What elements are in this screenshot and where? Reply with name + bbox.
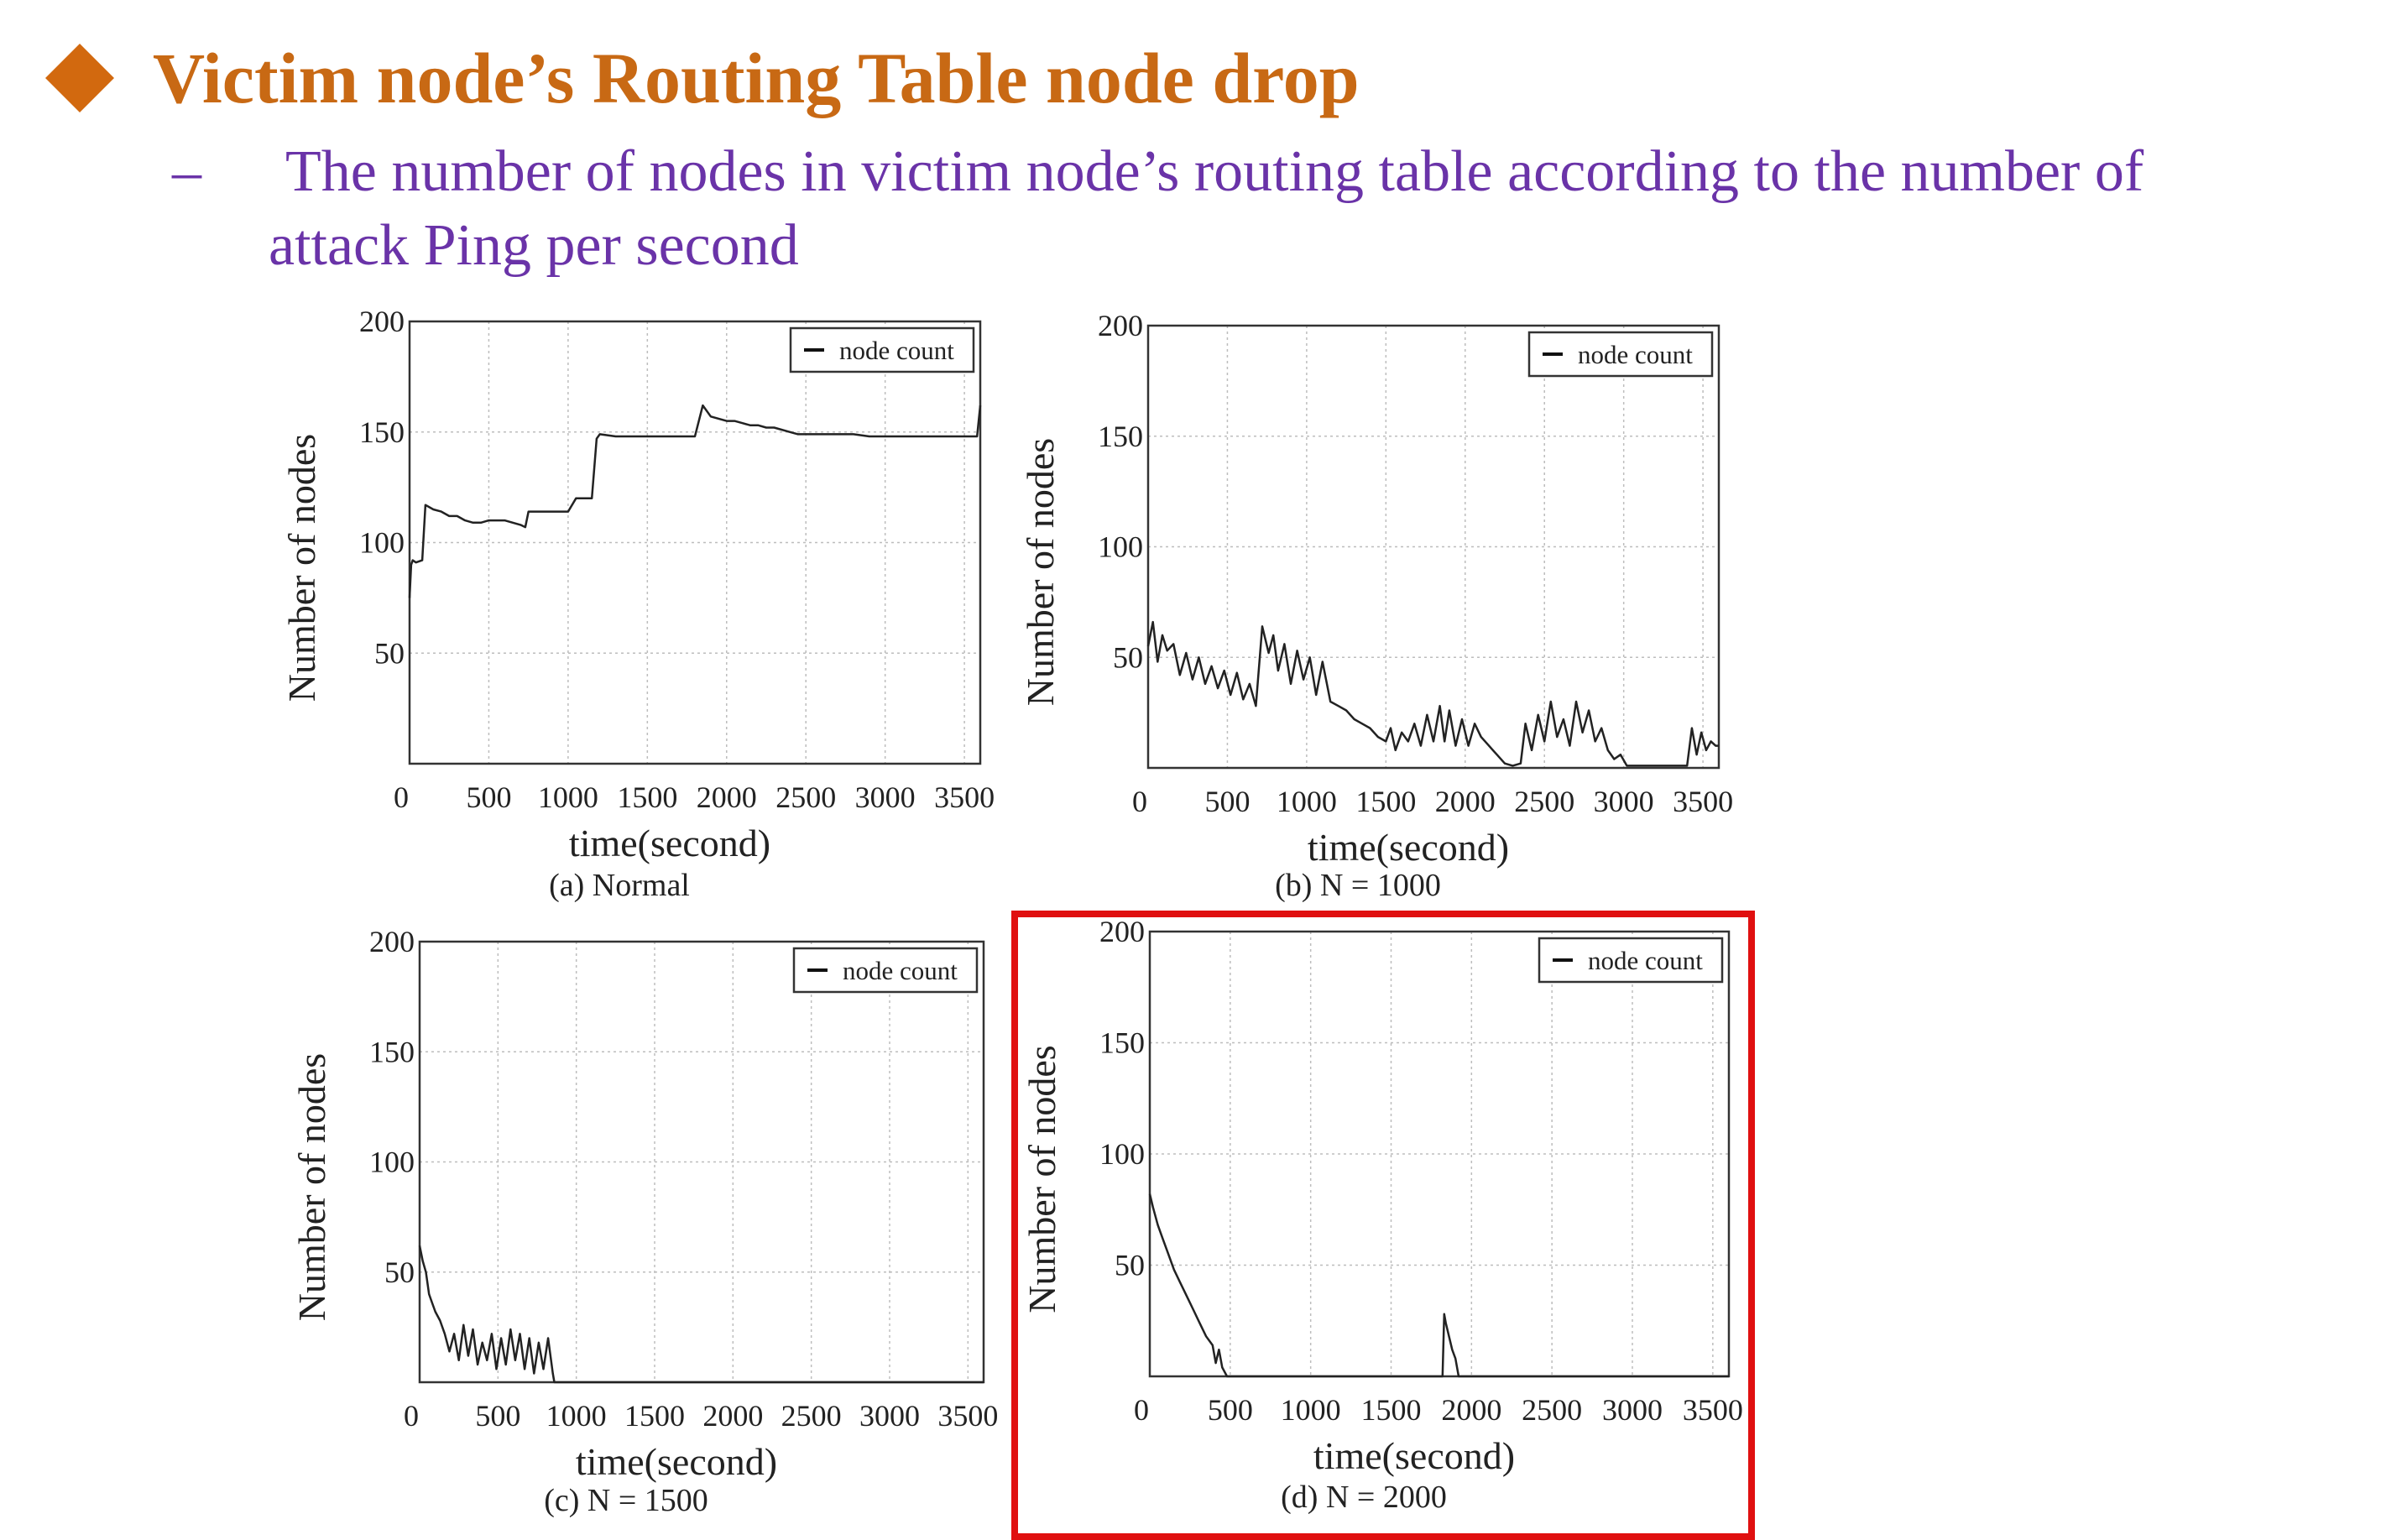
x-axis-label: time(second) [1308,826,1509,869]
subtitle-line-2: attack Ping per second [269,213,799,278]
chart-caption: (b) N = 1000 [1275,868,1441,903]
chart-2: 0 500 1000 1500 2000 2500 3000 3500 50 100 150 200 t… [1019,309,1733,903]
x-tick-label: 3000 [1594,785,1654,818]
x-tick-label: 2500 [781,1399,842,1433]
y-tick-label: 150 [1099,1026,1145,1060]
plot-frame [408,320,982,765]
x-tick-label: 1500 [1361,1393,1422,1427]
y-tick-label: 150 [359,415,405,449]
x-tick-label: 1500 [1355,785,1416,818]
x-tick-label: 3500 [934,780,995,814]
x-tick-label: 1000 [546,1399,607,1433]
x-tick-label: 2000 [697,780,757,814]
y-tick-label: 50 [1115,1249,1145,1282]
highlight-box [1011,911,1755,1540]
subtitle-line-1: The number of nodes in victim node’s rou… [285,139,2144,204]
legend-label: node count [1578,340,1693,369]
y-tick-label: 100 [1099,1137,1145,1171]
chart-caption: (a) Normal [549,868,690,903]
y-tick-label: 200 [369,925,415,958]
series-line [1146,620,1719,767]
series-line [418,1245,984,1384]
x-tick-label: 3500 [1683,1393,1743,1427]
y-tick-label: 200 [1098,309,1143,342]
x-tick-label: 500 [1208,1393,1253,1427]
x-tick-label: 3500 [937,1399,998,1433]
y-axis-label: Number of nodes [280,434,323,702]
x-tick-label: 3000 [855,780,916,814]
x-tick-label: 2000 [1435,785,1496,818]
legend-label: node count [843,956,958,985]
x-axis-label: time(second) [569,822,770,864]
y-tick-label: 50 [374,636,405,670]
x-tick-label: 500 [466,780,511,814]
y-axis-label: Number of nodes [1021,1045,1063,1313]
x-tick-label: 2500 [775,780,836,814]
y-tick-label: 150 [1098,420,1143,453]
y-tick-label: 150 [369,1035,415,1068]
x-axis-label: time(second) [576,1440,777,1483]
x-tick-label: 1000 [1277,785,1337,818]
y-tick-label: 200 [359,305,405,338]
x-axis-label: time(second) [1313,1434,1515,1477]
x-tick-label: 2000 [1441,1393,1501,1427]
series-line [408,404,982,598]
chart-caption: (c) N = 1500 [544,1483,708,1518]
chart-4: 0 500 1000 1500 2000 2500 3000 3500 50 100 150 200 t… [1021,915,1743,1515]
y-tick-label: 100 [359,526,405,560]
legend-label: node count [1588,946,1703,975]
x-tick-label: 0 [1134,1393,1149,1427]
bullet-dash: – [172,139,201,204]
x-tick-label: 500 [475,1399,520,1433]
x-tick-label: 0 [404,1399,419,1433]
plot-frame [1146,324,1720,770]
y-axis-label: Number of nodes [290,1053,333,1321]
chart-3: 0 500 1000 1500 2000 2500 3000 3500 50 100 150 200 t… [290,925,998,1518]
legend-label: node count [839,336,954,365]
series-line [1148,1193,1729,1378]
x-tick-label: 1500 [617,780,677,814]
x-tick-label: 0 [1132,785,1147,818]
chart-caption: (d) N = 2000 [1281,1480,1447,1515]
title-text: Victim node’s Routing Table node drop [153,38,1360,118]
chart-1: 0 500 1000 1500 2000 2500 3000 3500 50 100 150 200 t… [280,305,995,903]
x-tick-label: 1500 [624,1399,685,1433]
y-tick-label: 50 [1113,640,1143,674]
x-tick-label: 0 [394,780,409,814]
x-tick-label: 2500 [1522,1393,1582,1427]
y-tick-label: 50 [384,1255,415,1289]
x-tick-label: 2500 [1514,785,1574,818]
y-tick-label: 100 [369,1146,415,1179]
x-tick-label: 3500 [1673,785,1733,818]
x-tick-label: 500 [1204,785,1250,818]
y-axis-label: Number of nodes [1019,438,1062,706]
y-tick-label: 200 [1099,915,1145,948]
x-tick-label: 1000 [538,780,598,814]
y-tick-label: 100 [1098,530,1143,564]
x-tick-label: 2000 [702,1399,763,1433]
x-tick-label: 3000 [859,1399,920,1433]
x-tick-label: 3000 [1602,1393,1663,1427]
x-tick-label: 1000 [1281,1393,1341,1427]
slide-title: Victim node’s Routing Table node drop [42,32,1360,124]
